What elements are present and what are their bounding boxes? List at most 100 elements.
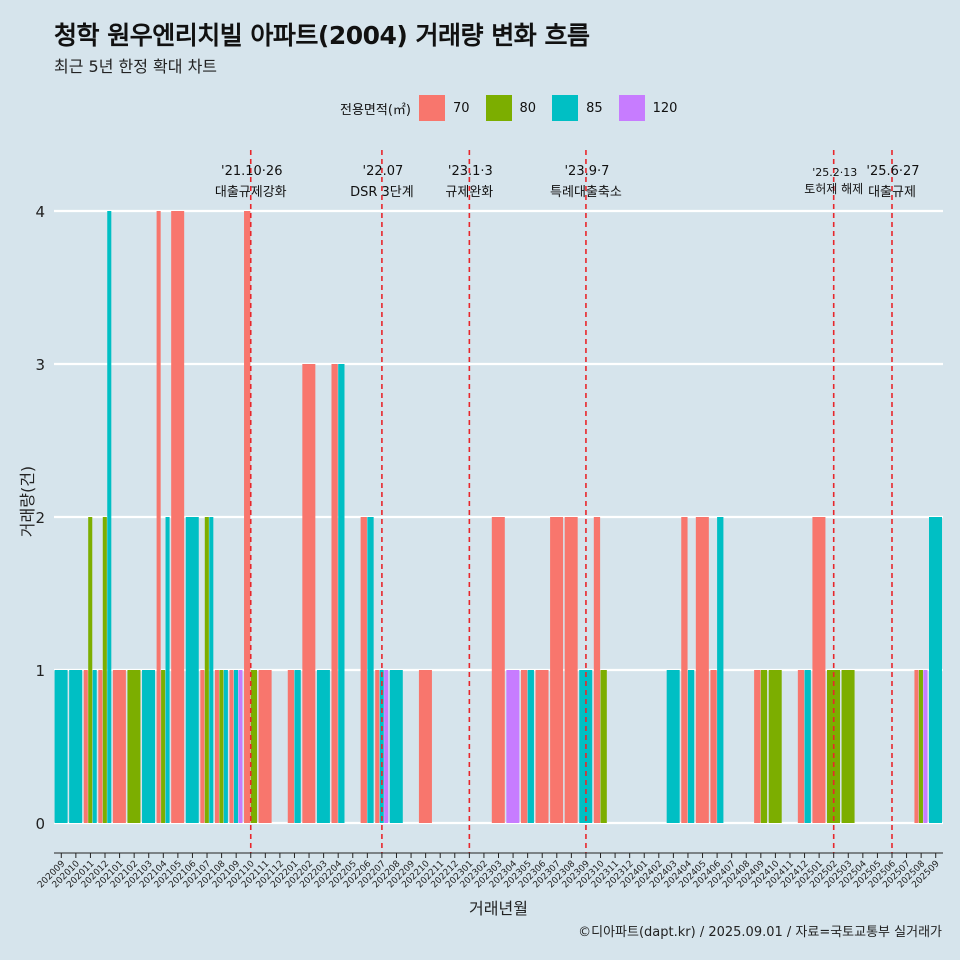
legend-label-120: 120 [652, 100, 678, 116]
bar-202012-85 [107, 211, 112, 823]
bar-202501-70 [812, 517, 826, 823]
y-tick-label: 3 [35, 356, 45, 374]
bar-202409-70 [754, 670, 761, 823]
bar-202405-70 [695, 517, 709, 823]
bar-202206-70 [360, 517, 367, 823]
bar-202011-70 [83, 670, 88, 823]
bar-202308-70 [564, 517, 578, 823]
legend-key-85 [552, 95, 579, 121]
bar-202409-80 [760, 670, 768, 823]
bar-202508-70 [914, 670, 919, 823]
bar-202204-70 [331, 364, 338, 823]
event-date-label: '25.2·13 [812, 166, 857, 179]
bar-202104-85 [165, 517, 170, 823]
y-tick-label: 4 [35, 203, 45, 221]
bar-202111-70 [258, 670, 272, 823]
legend-key-120 [618, 95, 645, 121]
bar-202109-120 [238, 670, 243, 823]
bar-202304-120 [506, 670, 520, 823]
chart-subtitle: 최근 5년 한정 확대 차트 [54, 57, 218, 76]
bar-202103-85 [142, 670, 156, 823]
event-label: 대출규제강화 [215, 185, 287, 200]
chart-caption: ©디아파트(dapt.kr) / 2025.09.01 / 자료=국토교통부 실… [578, 925, 942, 940]
bar-202105-70 [171, 211, 185, 823]
bar-202107-70 [200, 670, 205, 823]
bar-202012-70 [98, 670, 103, 823]
legend-label-80: 80 [519, 100, 537, 116]
legend-key-70 [418, 95, 445, 121]
bar-202108-85 [223, 670, 228, 823]
bar-202403-85 [666, 670, 680, 823]
y-tick-label: 2 [35, 509, 45, 527]
legend: 전용면적(㎡) 70 80 85 120 [340, 94, 693, 122]
bar-202206-85 [367, 517, 374, 823]
bar-202310-70 [593, 517, 601, 823]
bar-202108-70 [214, 670, 219, 823]
bar-202509-85 [929, 517, 943, 823]
bar-202404-70 [681, 517, 688, 823]
bar-202107-85 [209, 517, 214, 823]
legend-title: 전용면적(㎡) [340, 102, 411, 118]
bar-202110-70 [244, 211, 251, 823]
bar-202106-85 [185, 517, 199, 823]
bar-202102-80 [127, 670, 141, 823]
bar-202310-80 [600, 670, 607, 823]
legend-label-70: 70 [452, 100, 470, 116]
legend-key-80 [485, 95, 512, 121]
bar-202108-80 [219, 670, 224, 823]
bar-202307-70 [550, 517, 564, 823]
event-label: 규제완화 [445, 185, 493, 200]
x-axis-title: 거래년월 [469, 899, 528, 918]
bar-202011-80 [88, 517, 93, 823]
bar-202010-85 [69, 670, 83, 823]
event-label: 토허제 해제 [804, 182, 863, 196]
bar-202503-80 [841, 670, 855, 823]
bar-202009-85 [54, 670, 68, 823]
bar-202203-85 [316, 670, 330, 823]
chart-title: 청학 원우엔리치빌 아파트(2004) 거래량 변화 흐름 [54, 21, 590, 50]
bar-202208-85 [389, 670, 403, 823]
bar-202012-80 [102, 517, 107, 823]
legend-label-85: 85 [586, 100, 603, 116]
bar-202101-70 [112, 670, 126, 823]
bar-202410-80 [768, 670, 782, 823]
bar-202210-70 [418, 670, 432, 823]
event-date-label: '25.6·27 [866, 164, 919, 179]
event-date-label: '22.07 [363, 164, 404, 179]
event-label: 특례대출축소 [550, 185, 622, 200]
bar-202201-85 [294, 670, 301, 823]
y-tick-label: 0 [35, 815, 45, 833]
bar-202406-70 [710, 670, 717, 823]
bar-202305-70 [520, 670, 528, 823]
bar-202207-120 [384, 670, 389, 823]
bar-202011-85 [92, 670, 97, 823]
event-date-label: '23.9·7 [564, 164, 609, 179]
bar-202508-80 [918, 670, 923, 823]
bar-202303-70 [491, 517, 505, 823]
bar-202201-70 [287, 670, 295, 823]
bar-202406-85 [717, 517, 724, 823]
bar-202412-85 [804, 670, 811, 823]
bar-202404-85 [687, 670, 695, 823]
bar-202202-70 [302, 364, 316, 823]
event-label: 대출규제 [868, 185, 916, 200]
event-label: DSR 3단계 [350, 185, 414, 200]
bar-202109-85 [233, 670, 239, 823]
bar-202104-80 [161, 670, 166, 823]
event-date-label: '23.1·3 [448, 164, 493, 179]
bar-202107-80 [204, 517, 209, 823]
bar-202204-85 [338, 364, 345, 823]
bar-202109-70 [229, 670, 234, 823]
bar-202207-70 [375, 670, 380, 823]
bar-202306-70 [535, 670, 549, 823]
bar-202305-85 [527, 670, 534, 823]
bar-202412-70 [797, 670, 805, 823]
y-tick-label: 1 [35, 662, 45, 680]
bar-202508-120 [923, 670, 928, 823]
bar-202110-80 [250, 670, 258, 823]
event-date-label: '21.10·26 [221, 164, 282, 179]
y-axis-title: 거래량(건) [18, 466, 37, 537]
bar-202104-70 [156, 211, 161, 823]
